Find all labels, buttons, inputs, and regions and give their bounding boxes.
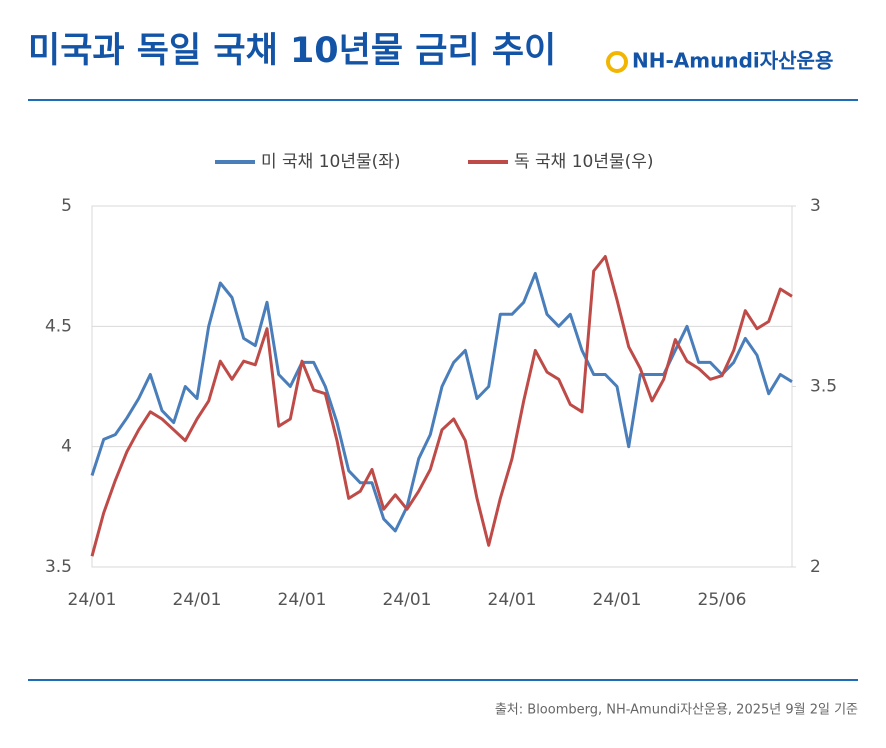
source: 출처: Bloomberg, NH-Amundi자산운용, 2025년 9월 2… <box>495 703 858 718</box>
legend-label: 독 국채 10년물(우) <box>514 152 654 172</box>
x-tick-label: 24/01 <box>173 590 222 610</box>
x-tick-label: 24/01 <box>278 590 327 610</box>
y-tick-label: 4 <box>61 437 72 457</box>
y2-tick-label: 3.5 <box>810 377 837 397</box>
x-tick-label: 24/01 <box>68 590 117 610</box>
x-tick-label: 24/01 <box>593 590 642 610</box>
series-line <box>90 255 793 557</box>
logo: NH-Amundi자산운용 <box>632 49 833 73</box>
plot: 3.5 4 4.5 5 2 3.5 3 24/01 24/01 24/01 24/01 24/01 24… <box>45 152 837 610</box>
y2-tick-label: 3 <box>810 196 821 216</box>
y-tick-label: 4.5 <box>45 316 72 336</box>
y2-tick-label: 2 <box>810 557 821 577</box>
x-tick-label: 24/01 <box>488 590 537 610</box>
logo-icon <box>606 51 628 73</box>
y-tick-label: 3.5 <box>45 557 72 577</box>
series-line <box>90 271 793 533</box>
x-tick-label: 25/06 <box>698 590 747 610</box>
x-tick-label: 24/01 <box>383 590 432 610</box>
legend-label: 미 국채 10년물(좌) <box>261 152 401 172</box>
y-tick-label: 5 <box>61 196 72 216</box>
title: 미국과 독일 국채 10년물 금리 추이 <box>28 31 556 71</box>
